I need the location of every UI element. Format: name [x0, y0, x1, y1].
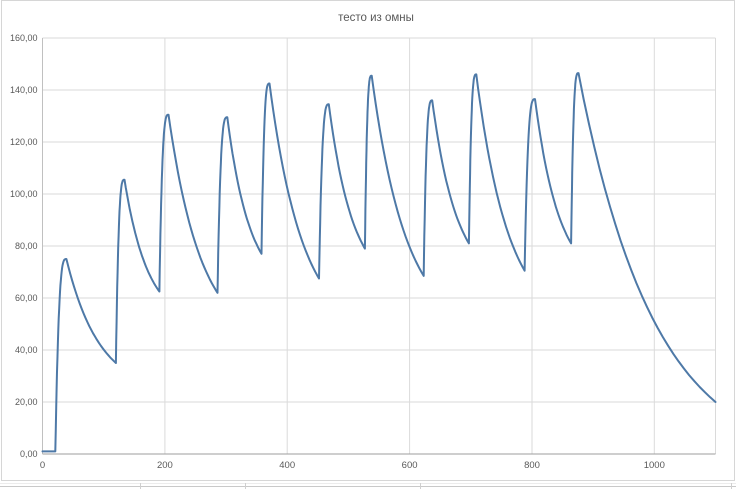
worksheet-cell-border [140, 483, 141, 489]
svg-text:120,00: 120,00 [10, 137, 38, 147]
svg-text:400: 400 [279, 460, 295, 471]
svg-text:600: 600 [402, 460, 418, 471]
svg-text:800: 800 [524, 460, 540, 471]
chart-title: тесто из омны [338, 12, 414, 24]
svg-text:60,00: 60,00 [15, 293, 38, 303]
worksheet-cell-border [245, 483, 246, 489]
svg-text:1000: 1000 [644, 460, 665, 471]
axis-tick-labels: 0,00 20,00 40,00 60,00 80,00 100,00 120,00 140,… [10, 33, 665, 471]
worksheet-row-border-faint [0, 483, 736, 484]
svg-text:0: 0 [40, 460, 45, 471]
svg-text:140,00: 140,00 [10, 85, 38, 95]
svg-text:100,00: 100,00 [10, 189, 38, 199]
svg-text:0,00: 0,00 [20, 449, 38, 459]
svg-text:40,00: 40,00 [15, 345, 38, 355]
svg-text:20,00: 20,00 [15, 397, 38, 407]
worksheet-cell-border [731, 483, 732, 489]
worksheet-cell-border [420, 483, 421, 489]
svg-text:200: 200 [157, 460, 173, 471]
svg-text:80,00: 80,00 [15, 241, 38, 251]
plot-area: 0,00 20,00 40,00 60,00 80,00 100,00 120,00 140,… [10, 12, 717, 471]
axis-lines [42, 38, 716, 455]
worksheet-row-border [0, 486, 736, 487]
gridlines [42, 37, 716, 454]
series-line [41, 72, 717, 453]
svg-text:160,00: 160,00 [10, 33, 38, 43]
worksheet-cells-strip[interactable] [0, 482, 736, 489]
